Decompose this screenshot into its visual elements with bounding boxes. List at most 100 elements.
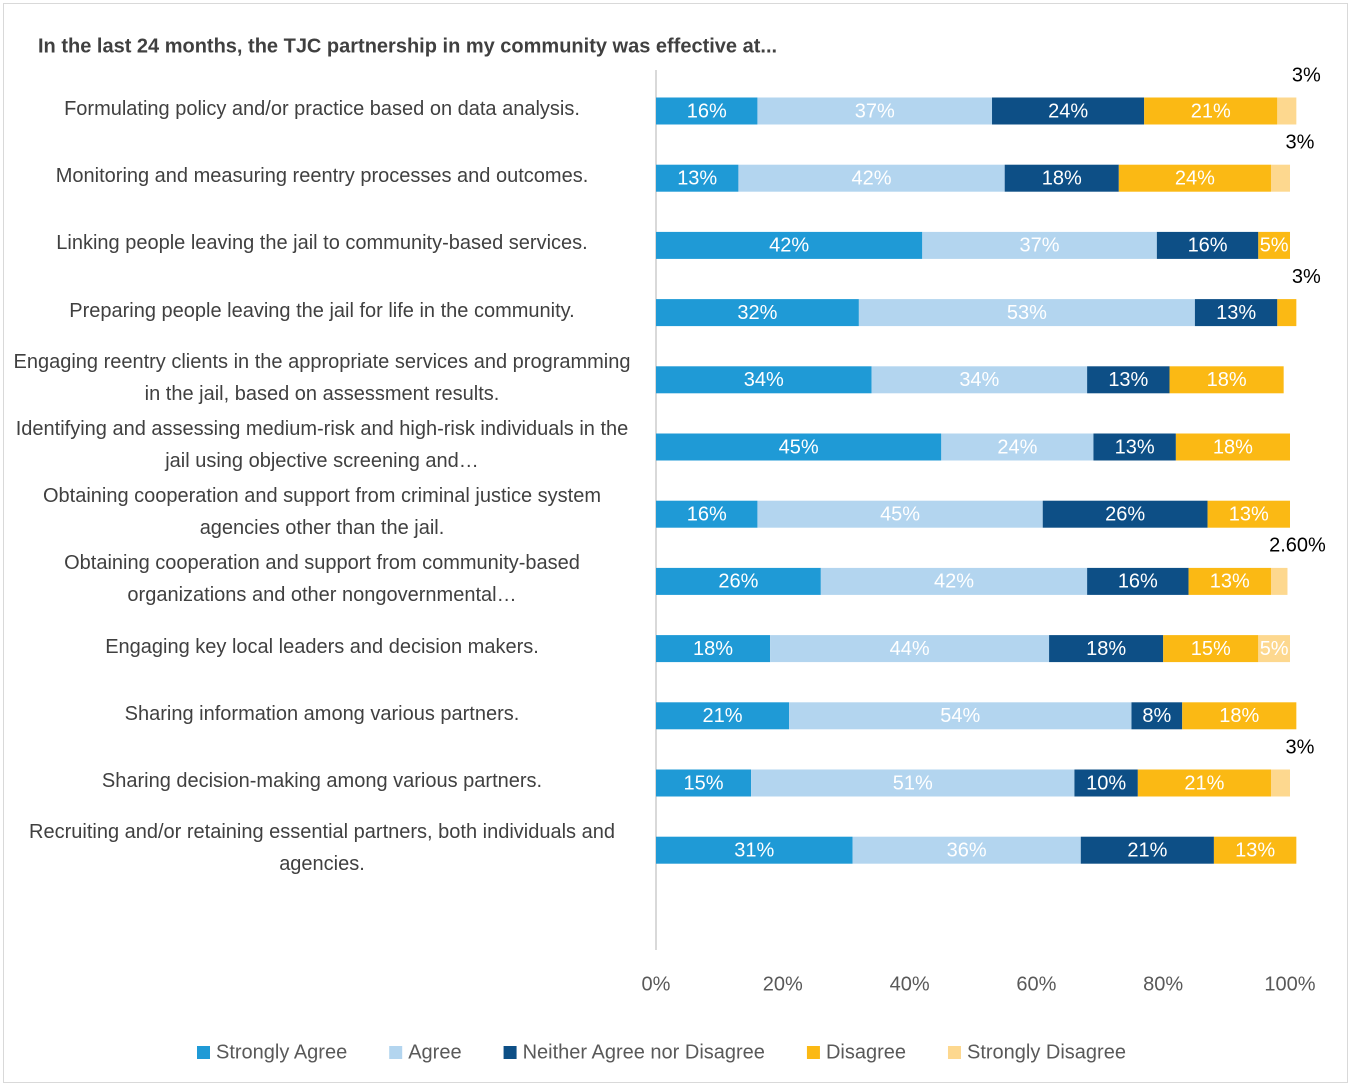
data-label: 18% <box>1086 638 1126 660</box>
bar-segment <box>656 433 942 461</box>
bar-segment <box>1270 567 1288 595</box>
category-label: Linking people leaving the jail to commu… <box>56 232 588 255</box>
data-label: 3% <box>1286 131 1315 153</box>
legend-swatch <box>503 1046 517 1059</box>
data-label: 45% <box>779 436 819 458</box>
data-label: 21% <box>1191 100 1231 122</box>
bar-segment <box>656 231 923 259</box>
data-label: 24% <box>1175 167 1215 189</box>
bar-segment <box>656 164 739 192</box>
bar-segment <box>656 702 790 730</box>
data-label: 26% <box>1105 503 1145 525</box>
data-label: 45% <box>880 503 920 525</box>
category-label: Sharing decision-making among various pa… <box>101 770 543 792</box>
data-label: 13% <box>1235 839 1275 861</box>
data-label: 42% <box>852 167 892 189</box>
bar-segment <box>757 97 993 125</box>
bar-segment <box>1194 299 1278 327</box>
bar-segment <box>1137 769 1271 797</box>
category-label: Obtaining cooperation and support from c… <box>64 552 580 607</box>
data-label: 13% <box>1210 571 1250 593</box>
data-label: 54% <box>940 705 980 727</box>
data-label: 3% <box>1286 736 1315 758</box>
data-label: 53% <box>1007 302 1047 324</box>
bar-segment <box>1144 97 1278 125</box>
x-tick-label: 80% <box>1143 973 1183 995</box>
bar-segment <box>1087 567 1189 595</box>
bar-segment <box>656 635 771 663</box>
bar-segment <box>1175 433 1290 461</box>
bar-segment <box>941 433 1094 461</box>
data-label: 34% <box>744 369 784 391</box>
data-label: 24% <box>1048 100 1088 122</box>
bar-segment <box>757 500 1043 528</box>
bar-segment <box>1087 366 1170 394</box>
data-label: 13% <box>1115 436 1155 458</box>
data-label: 13% <box>1108 369 1148 391</box>
data-label: 5% <box>1260 638 1289 660</box>
data-label: 13% <box>677 167 717 189</box>
data-label: 31% <box>734 839 774 861</box>
data-label: 18% <box>1213 436 1253 458</box>
bar-segment <box>751 769 1075 797</box>
legend-swatch <box>806 1046 820 1059</box>
bar-segment <box>820 567 1088 595</box>
data-label: 16% <box>1188 235 1228 257</box>
legend-swatch <box>947 1046 961 1059</box>
bar-segment <box>1156 231 1259 259</box>
bar-segment <box>1213 836 1297 864</box>
data-label: 21% <box>703 705 743 727</box>
bar-segment <box>1270 164 1290 192</box>
bar-segment <box>1277 97 1297 125</box>
bar-segment <box>656 366 872 394</box>
data-label: 8% <box>1142 705 1171 727</box>
legend-label: Agree <box>408 1041 461 1063</box>
bar-segment <box>656 299 859 327</box>
data-label: 18% <box>1042 167 1082 189</box>
category-label: Engaging reentry clients in the appropri… <box>13 350 631 405</box>
bar-segment <box>789 702 1132 730</box>
data-label: 13% <box>1229 503 1269 525</box>
bar-segment <box>656 836 853 864</box>
bar-segment <box>922 231 1157 259</box>
bar-segment <box>1169 366 1284 394</box>
bar-segment <box>1093 433 1176 461</box>
data-label: 37% <box>855 100 895 122</box>
legend-label: Strongly Agree <box>216 1041 347 1063</box>
bar-segment <box>656 769 752 797</box>
category-label: Sharing information among various partne… <box>124 702 520 725</box>
bar-segment <box>1258 231 1290 259</box>
bar-segment <box>852 836 1081 864</box>
data-label: 44% <box>890 638 930 660</box>
x-tick-label: 40% <box>890 973 930 995</box>
bar-segment <box>871 366 1088 394</box>
bar-segment <box>1080 836 1214 864</box>
category-label: Obtaining cooperation and support from c… <box>42 485 602 540</box>
data-label: 16% <box>687 100 727 122</box>
x-tick-label: 0% <box>642 973 671 995</box>
category-label: Formulating policy and/or practice based… <box>64 98 580 120</box>
data-label: 42% <box>934 571 974 593</box>
bar-segment <box>738 164 1005 192</box>
data-label: 18% <box>693 638 733 660</box>
bar-segment <box>1042 500 1208 528</box>
legend-swatch <box>389 1046 403 1059</box>
data-label: 3% <box>1292 266 1321 288</box>
data-label: 16% <box>687 503 727 525</box>
legend-label: Disagree <box>826 1041 906 1063</box>
bar-segment <box>656 97 758 125</box>
bar-segment <box>1049 635 1164 663</box>
legend-label: Neither Agree nor Disagree <box>523 1041 765 1063</box>
bar-segment <box>992 97 1145 125</box>
data-label: 37% <box>1020 235 1060 257</box>
data-label: 21% <box>1184 772 1224 794</box>
bar-segment <box>1163 635 1259 663</box>
bar-segment <box>1207 500 1290 528</box>
category-label: Identifying and assessing medium-risk an… <box>15 418 629 472</box>
bar-segment <box>1131 702 1183 730</box>
bar-segment <box>1258 635 1290 663</box>
data-label: 16% <box>1118 571 1158 593</box>
data-label: 51% <box>893 772 933 794</box>
